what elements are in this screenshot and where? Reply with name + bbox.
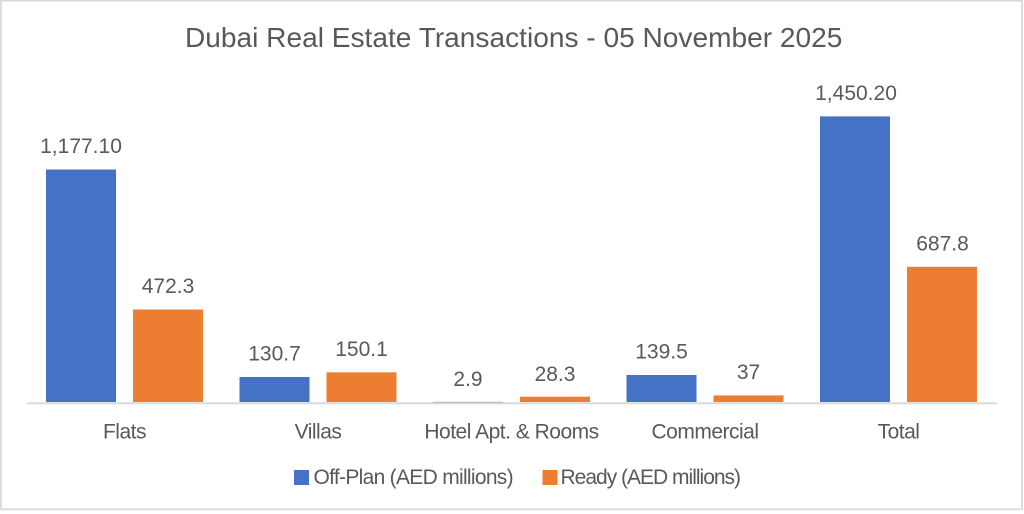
svg-text:Ready (AED millions): Ready (AED millions) [561, 466, 741, 489]
svg-text:Dubai Real Estate Transactions: Dubai Real Estate Transactions - 05 Nove… [185, 22, 842, 53]
svg-text:Hotel Apt. & Rooms: Hotel Apt. & Rooms [424, 421, 598, 444]
svg-text:Off-Plan (AED millions): Off-Plan (AED millions) [314, 466, 513, 489]
svg-text:28.3: 28.3 [535, 363, 576, 386]
svg-text:Total: Total [878, 421, 920, 444]
svg-text:37: 37 [737, 361, 760, 384]
svg-text:150.1: 150.1 [335, 338, 388, 361]
svg-text:472.3: 472.3 [142, 275, 195, 298]
svg-text:139.5: 139.5 [635, 341, 688, 364]
svg-text:130.7: 130.7 [248, 343, 301, 366]
svg-text:2.9: 2.9 [453, 368, 482, 391]
svg-text:Flats: Flats [103, 421, 146, 444]
svg-text:Villas: Villas [295, 421, 342, 444]
svg-text:1,177.10: 1,177.10 [40, 135, 122, 158]
svg-text:Commercial: Commercial [651, 421, 758, 444]
svg-text:687.8: 687.8 [916, 233, 969, 256]
svg-text:1,450.20: 1,450.20 [815, 82, 897, 105]
